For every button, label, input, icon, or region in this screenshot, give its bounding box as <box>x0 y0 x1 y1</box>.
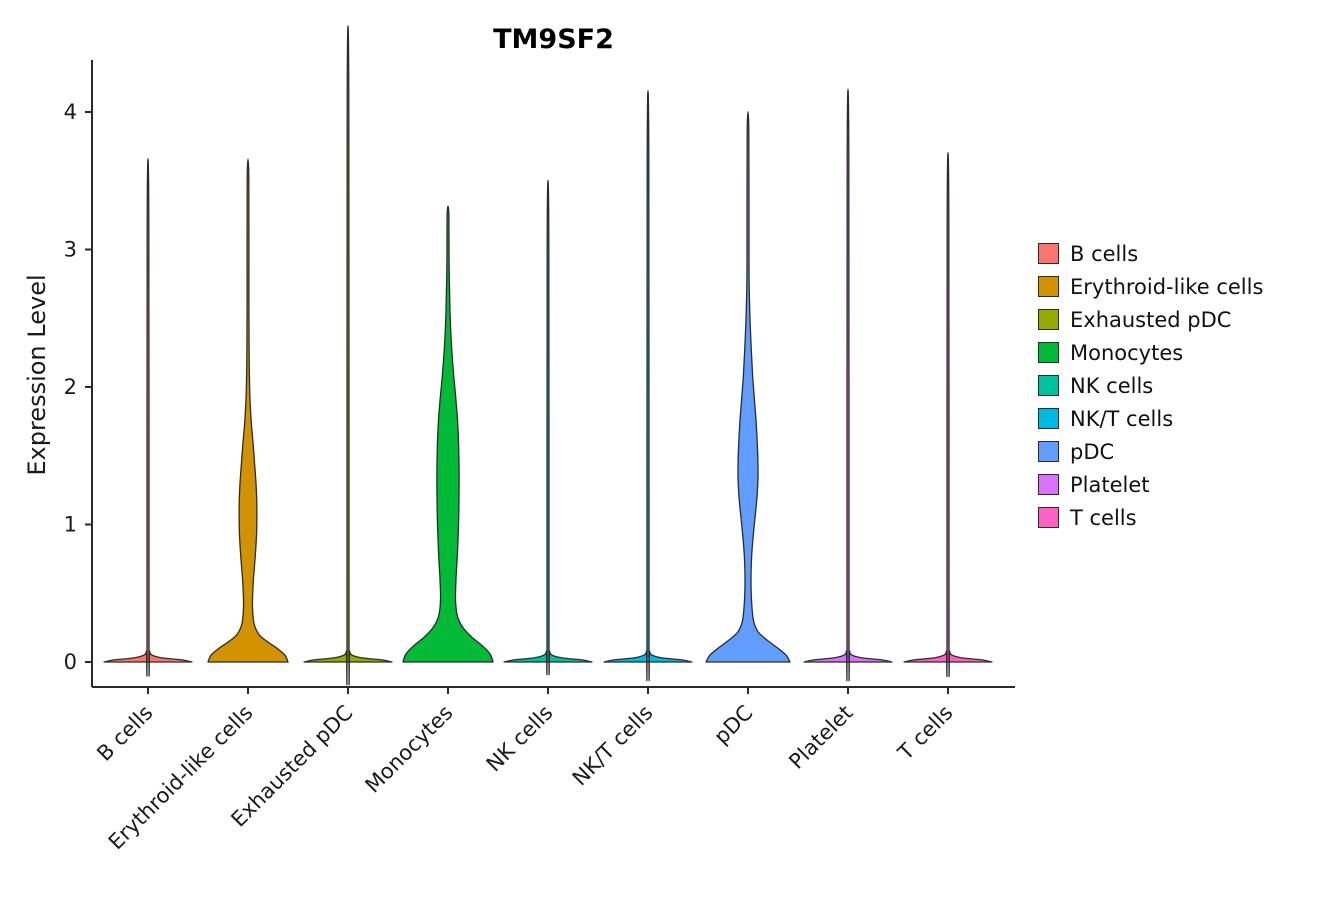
legend-item-platelet: Platelet <box>1038 472 1263 497</box>
legend-item-pdc: pDC <box>1038 439 1263 464</box>
violin-nk-cells <box>503 179 593 676</box>
legend-swatch-b-cells <box>1038 243 1059 264</box>
y-tick-label-2: 2 <box>64 375 77 399</box>
y-tick-label-1: 1 <box>64 513 77 537</box>
violin-monocytes <box>402 205 494 663</box>
legend-label-monocytes: Monocytes <box>1070 340 1184 365</box>
violin-platelet <box>803 88 893 682</box>
chart-title: TM9SF2 <box>493 24 614 55</box>
legend-swatch-platelet <box>1038 474 1059 495</box>
x-tick-label-monocytes: Monocytes <box>361 701 458 798</box>
legend-label-exhausted-pdc: Exhausted pDC <box>1070 307 1232 332</box>
violin-erythroid-like-cells <box>207 158 289 663</box>
violin-exhausted-pdc <box>303 25 393 686</box>
x-tick-label-t-cells: T cells <box>893 701 958 766</box>
legend-item-nk-cells: NK cells <box>1038 373 1263 398</box>
x-tick-label-platelet: Platelet <box>784 701 857 774</box>
legend-label-nk-cells: NK cells <box>1070 373 1154 398</box>
legend-swatch-nk-t-cells <box>1038 408 1059 429</box>
legend-swatch-exhausted-pdc <box>1038 309 1059 330</box>
legend-label-platelet: Platelet <box>1070 472 1150 497</box>
legend-label-nk-t-cells: NK/T cells <box>1070 406 1174 431</box>
legend-swatch-monocytes <box>1038 342 1059 363</box>
x-tick-label-nk-t-cells: NK/T cells <box>568 701 658 791</box>
y-tick-label-4: 4 <box>64 100 77 124</box>
x-tick-label-nk-cells: NK cells <box>482 701 558 777</box>
legend-label-t-cells: T cells <box>1070 505 1137 530</box>
legend: B cells Erythroid-like cells Exhausted pDC… <box>1038 241 1263 530</box>
y-tick-label-3: 3 <box>64 238 77 262</box>
legend-item-b-cells: B cells <box>1038 241 1263 266</box>
violin-pdc <box>705 110 791 663</box>
legend-item-nk-t-cells: NK/T cells <box>1038 406 1263 431</box>
legend-swatch-pdc <box>1038 441 1059 462</box>
violin-nk-t-cells <box>603 90 693 681</box>
legend-swatch-t-cells <box>1038 507 1059 528</box>
legend-label-erythroid-like-cells: Erythroid-like cells <box>1070 274 1264 299</box>
legend-item-monocytes: Monocytes <box>1038 340 1263 365</box>
legend-item-erythroid-like-cells: Erythroid-like cells <box>1038 274 1263 299</box>
legend-item-exhausted-pdc: Exhausted pDC <box>1038 307 1263 332</box>
violin-b-cells <box>103 158 193 677</box>
legend-label-pdc: pDC <box>1070 439 1115 464</box>
violin-t-cells <box>903 152 993 677</box>
legend-swatch-nk-cells <box>1038 375 1059 396</box>
x-tick-label-pdc: pDC <box>709 701 757 749</box>
legend-swatch-erythroid-like-cells <box>1038 276 1059 297</box>
legend-item-t-cells: T cells <box>1038 505 1263 530</box>
legend-label-b-cells: B cells <box>1070 241 1139 266</box>
y-tick-label-0: 0 <box>64 650 77 674</box>
x-tick-label-b-cells: B cells <box>92 701 157 766</box>
